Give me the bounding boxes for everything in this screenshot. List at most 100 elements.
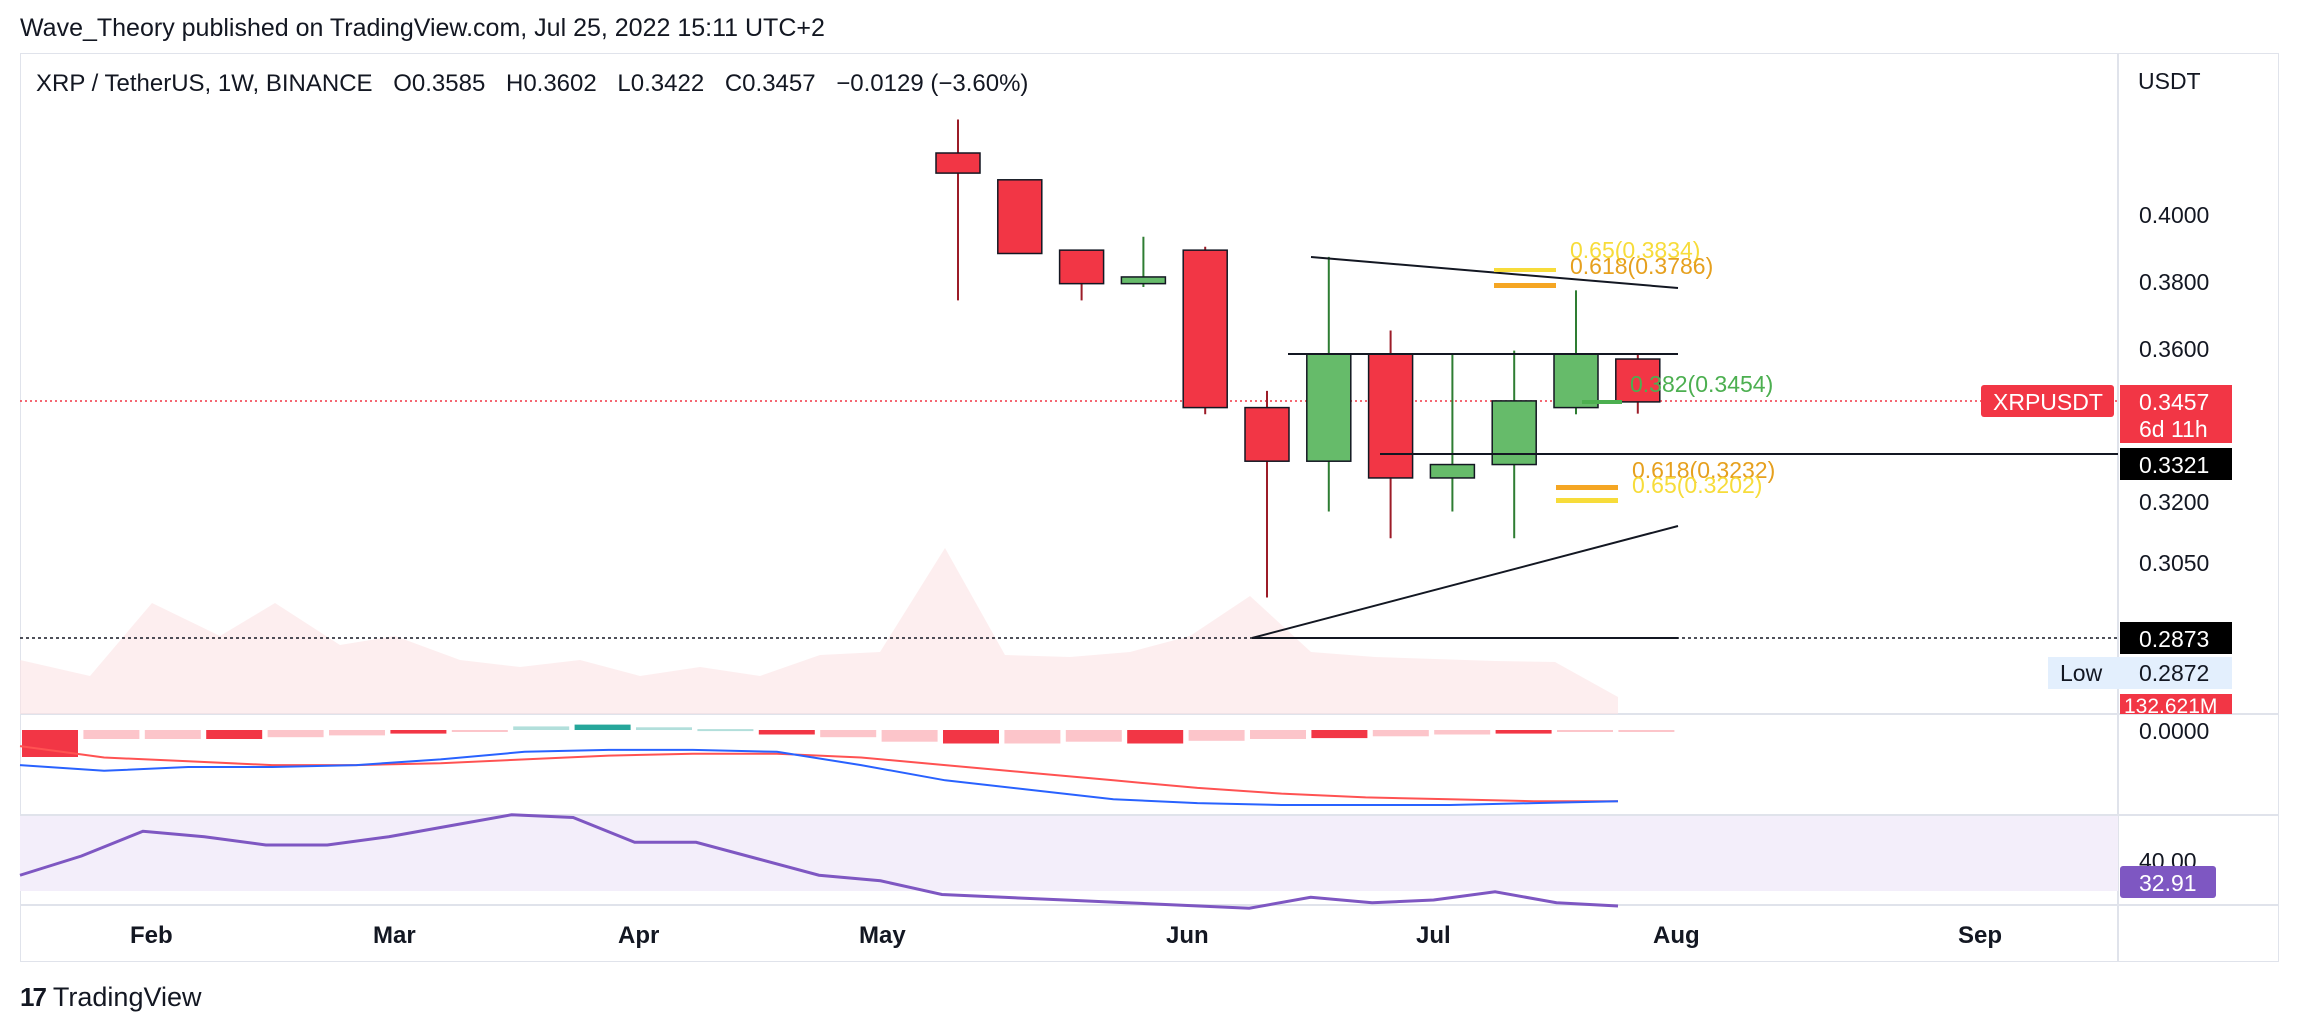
rsi-line: [19, 813, 1619, 910]
candle-body: [1182, 249, 1228, 409]
month-jun: Jun: [1166, 922, 1209, 949]
tradingview-logo[interactable]: 17 TradingView: [20, 982, 202, 1013]
month-feb: Feb: [130, 922, 173, 949]
candle-body: [997, 179, 1043, 255]
month-aug: Aug: [1653, 922, 1700, 949]
month-apr: Apr: [618, 922, 659, 949]
time-axis[interactable]: Feb Mar Apr May Jun Jul Aug Sep: [130, 922, 2002, 949]
fib-mark-upper-0618: [1494, 283, 1556, 288]
symbol-legend[interactable]: XRP / TetherUS, 1W, BINANCE O0.3585 H0.3…: [36, 70, 1042, 98]
level-badge: 0.3321: [2139, 452, 2209, 478]
low-label: Low: [2060, 660, 2103, 686]
legend-close: C0.3457: [724, 70, 816, 97]
macd-histogram-bar: [1434, 730, 1491, 735]
macd-histogram-bar: [881, 730, 938, 742]
price-axis[interactable]: USDT 0.4000 0.3800 0.3600 0.3200 0.3050 …: [1981, 68, 2232, 898]
macd-histogram-bar: [1618, 730, 1675, 732]
low-line-badge: 0.2873: [2139, 626, 2209, 652]
tradingview-logo-icon: 17: [20, 982, 47, 1012]
macd-histogram-bar: [1311, 730, 1368, 739]
fib-mark-upper-065: [1494, 268, 1556, 272]
fib-mark-mid-0382: [1582, 400, 1622, 404]
candle-body: [1553, 353, 1599, 409]
rsi-indicator: [19, 813, 1619, 910]
legend-symbol[interactable]: XRP / TetherUS, 1W, BINANCE: [36, 70, 373, 97]
fib-label-upper-0618: 0.618(0.3786): [1570, 253, 1713, 279]
level-badge-bg: [2120, 448, 2232, 480]
month-sep: Sep: [1958, 922, 2002, 949]
macd-histogram-bar: [1557, 730, 1613, 732]
macd-histogram-bar: [574, 724, 631, 730]
month-may: May: [859, 922, 906, 949]
fib-mark-lower-0618: [1556, 485, 1618, 490]
candle-body: [935, 152, 981, 174]
price-tick-0320: 0.3200: [2139, 489, 2209, 515]
macd-histogram-bar: [451, 730, 508, 732]
legend-high: H0.3602: [505, 70, 597, 97]
publisher-header: Wave_Theory published on TradingView.com…: [20, 14, 825, 42]
drawing-tools[interactable]: 0.65(0.3834) 0.618(0.3786) 0.382(0.3454)…: [1251, 237, 2118, 639]
candle-body: [1244, 406, 1290, 462]
macd-line: [19, 748, 1619, 806]
price-axis-currency: USDT: [2138, 68, 2201, 94]
macd-histogram-bar: [1372, 730, 1429, 737]
macd-histogram-bar: [83, 730, 140, 739]
candle-body: [1367, 353, 1414, 479]
last-price-badge-bg: [2120, 385, 2232, 443]
rsi-band: [20, 816, 2118, 891]
low-line-badge-bg: [2120, 622, 2232, 654]
macd-histogram-bar: [144, 730, 201, 739]
candle-body: [1429, 463, 1476, 479]
macd-histogram-bar: [206, 730, 263, 739]
low-value: 0.2872: [2139, 660, 2209, 686]
candle-body: [1491, 400, 1537, 466]
candle-body: [1058, 249, 1105, 285]
legend-open: O0.3585: [393, 70, 486, 97]
macd-histogram-bar: [1065, 730, 1122, 742]
volume-badge: 132.621M: [2124, 695, 2217, 718]
fib-label-mid-0382: 0.382(0.3454): [1630, 371, 1773, 397]
macd-histogram-bar: [329, 730, 385, 736]
fib-label-upper-065: 0.65(0.3834): [1570, 237, 1700, 263]
macd-indicator: [19, 724, 1675, 806]
macd-histogram-bar: [697, 729, 754, 732]
tradingview-brand: TradingView: [52, 982, 202, 1012]
fib-label-lower-0618: 0.618(0.3232): [1632, 457, 1775, 483]
candlestick-series[interactable]: [935, 119, 1661, 598]
volume-profile: [20, 548, 1618, 714]
symbol-badge: XRPUSDT: [1993, 389, 2103, 415]
macd-signal-line: [19, 745, 1618, 803]
legend-low: L0.3422: [617, 70, 705, 97]
candle-body: [1306, 353, 1352, 462]
macd-histogram-bar: [1127, 730, 1184, 744]
triangle-lower-line[interactable]: [1251, 525, 1679, 639]
price-tick-0380: 0.3800: [2139, 269, 2209, 295]
macd-histogram-bar: [1188, 730, 1245, 741]
month-mar: Mar: [373, 922, 416, 949]
volume-area: [20, 548, 1618, 714]
volume-badge-bg: [2120, 694, 2232, 714]
rsi-badge-bg: [2120, 866, 2216, 898]
macd-histogram-bar: [390, 730, 447, 734]
rsi-badge: 32.91: [2139, 870, 2197, 896]
fib-mark-lower-065: [1556, 498, 1618, 503]
macd-histogram-bar: [943, 730, 999, 744]
macd-histogram-bar: [636, 727, 692, 730]
countdown-badge: 6d 11h: [2139, 416, 2208, 442]
price-tick-0360: 0.3600: [2139, 336, 2209, 362]
macd-histogram-bar: [1004, 730, 1061, 744]
macd-histogram-bar: [513, 726, 570, 730]
macd-histogram-bar: [758, 730, 815, 735]
macd-histogram-bar: [820, 730, 877, 738]
last-price-badge: 0.3457: [2139, 389, 2209, 415]
fib-label-lower-065: 0.65(0.3202): [1632, 472, 1762, 498]
price-tick-0400: 0.4000: [2139, 202, 2209, 228]
symbol-badge-bg: [1981, 385, 2114, 417]
triangle-upper-line[interactable]: [1310, 256, 1679, 289]
candle-body: [1120, 276, 1167, 285]
candle-body: [1615, 358, 1661, 403]
macd-tick-zero: 0.0000: [2139, 718, 2209, 744]
low-label-bg: [2048, 657, 2232, 689]
macd-histogram-bar: [1495, 730, 1552, 734]
